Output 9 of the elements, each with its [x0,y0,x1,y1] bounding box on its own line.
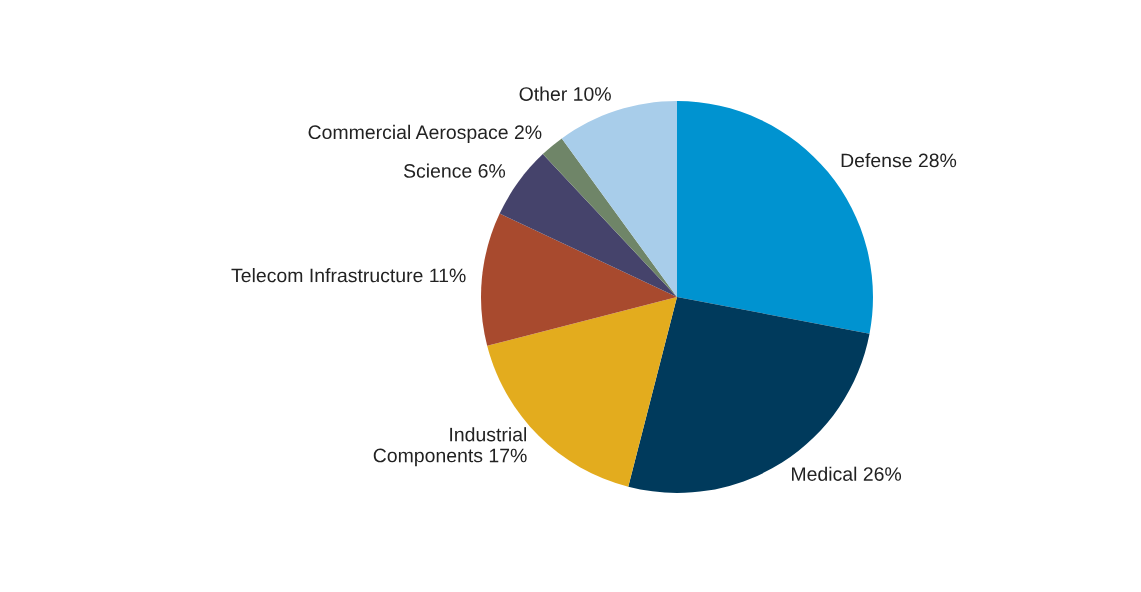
slice-label: Other 10% [519,86,611,101]
pie-slice [481,213,677,346]
slice-label: Industrial Components 17% [373,427,527,467]
slice-label: Defense 28% [841,153,957,168]
slice-label: Telecom Infrastructure 11% [231,268,466,283]
pie-slice [561,101,677,297]
slice-label: Medical 26% [792,466,902,481]
slice-label: Commercial Aerospace 2% [308,124,542,143]
slice-label: Science 6% [403,163,506,178]
